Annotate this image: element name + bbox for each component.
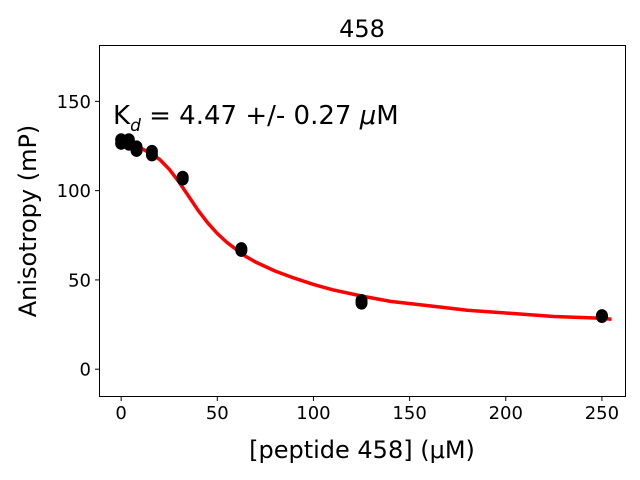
- x-tick-label: 200: [489, 403, 523, 424]
- y-tick-label: 150: [57, 92, 91, 113]
- plot-area-frame: [99, 45, 626, 397]
- x-tick-label: 0: [115, 403, 126, 424]
- data-point: [595, 309, 608, 323]
- kd-value: = 4.47 +/- 0.27: [141, 101, 360, 131]
- x-axis-label: [peptide 458] (μM): [249, 436, 475, 464]
- kd-subscript: d: [130, 116, 141, 136]
- x-axis-ticks: 0 50 100 150 200 250: [115, 396, 619, 424]
- y-axis-ticks: 0 50 100 150: [57, 92, 100, 381]
- data-point: [130, 140, 143, 154]
- kd-prefix: K: [113, 101, 131, 131]
- data-point: [235, 242, 248, 256]
- y-axis-label: Anisotropy (mP): [14, 125, 42, 318]
- kd-unit: M: [376, 101, 398, 131]
- kd-annotation: Kd = 4.47 +/- 0.27 μM: [113, 101, 399, 136]
- data-point: [355, 293, 368, 307]
- x-tick-label: 150: [392, 403, 426, 424]
- data-point: [176, 170, 189, 184]
- chart-title: 458: [339, 15, 385, 43]
- y-tick-label: 0: [80, 360, 91, 381]
- data-point: [145, 144, 158, 158]
- fit-curve: [120, 140, 612, 321]
- y-tick-label: 100: [57, 181, 91, 202]
- y-tick-label: 50: [68, 270, 91, 291]
- x-tick-label: 50: [206, 403, 229, 424]
- series-layer: [115, 133, 612, 324]
- x-tick-label: 250: [585, 403, 619, 424]
- x-tick-label: 100: [296, 403, 330, 424]
- kd-mu: μ: [359, 101, 377, 131]
